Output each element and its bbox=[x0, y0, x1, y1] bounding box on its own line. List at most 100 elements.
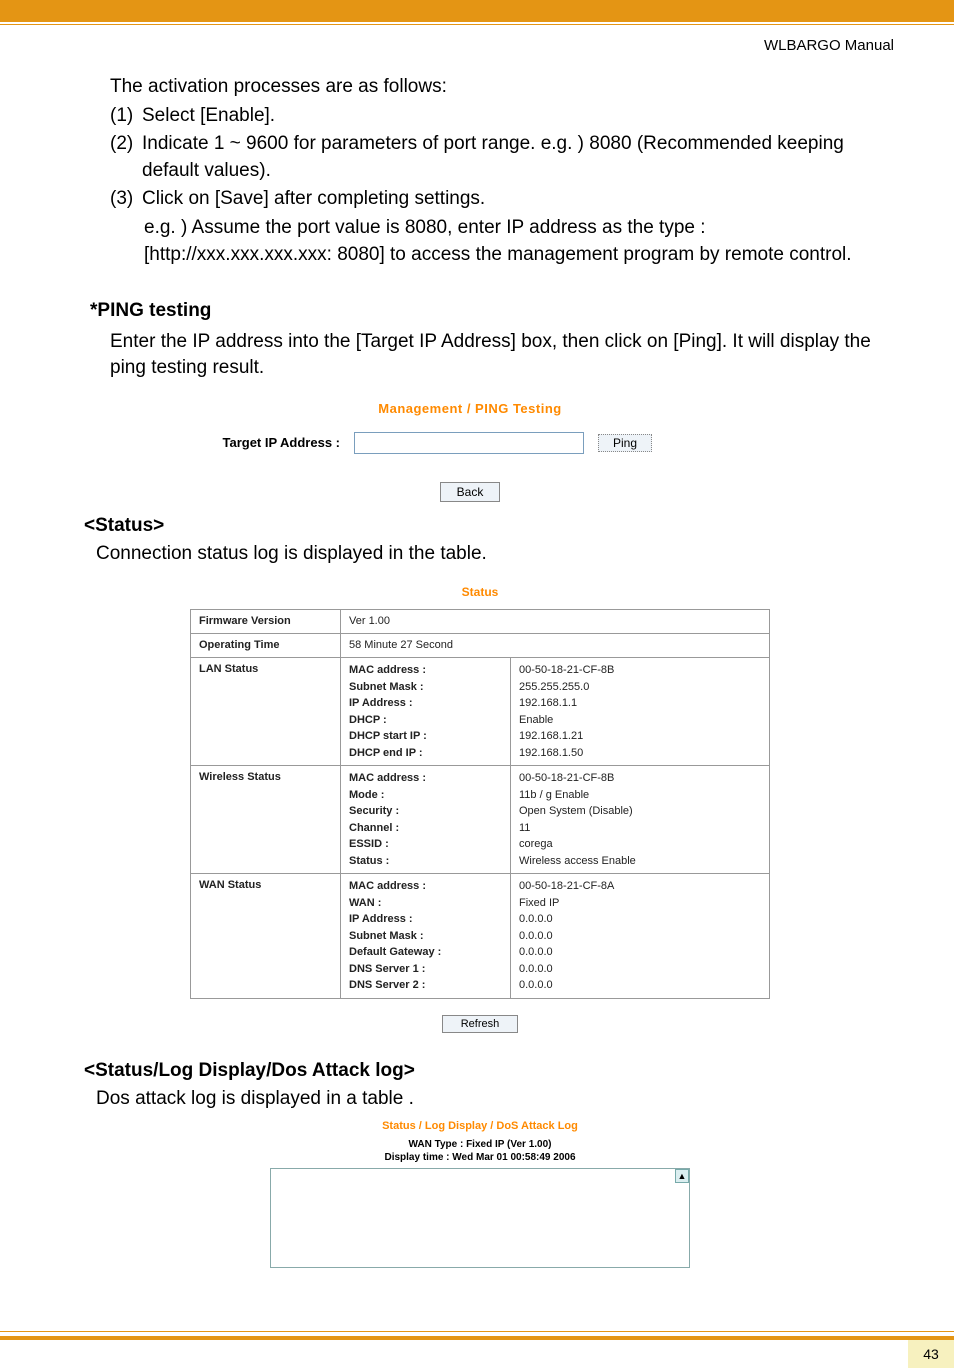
wan-v7: 0.0.0.0 bbox=[519, 977, 761, 994]
dos-desc: Dos attack log is displayed in a table . bbox=[96, 1086, 874, 1113]
ping-row: Target IP Address : Ping bbox=[150, 432, 790, 454]
wlan-vals: 00-50-18-21-CF-8B 11b / g Enable Open Sy… bbox=[511, 766, 770, 874]
wlan-k5: ESSID : bbox=[349, 838, 389, 850]
ping-desc: Enter the IP address into the [Target IP… bbox=[110, 329, 874, 382]
lan-v4: Enable bbox=[519, 712, 761, 729]
dos-meta-2: Display time : Wed Mar 01 00:58:49 2006 bbox=[270, 1151, 690, 1164]
wlan-k6: Status : bbox=[349, 855, 389, 867]
lan-keys: MAC address : Subnet Mask : IP Address :… bbox=[341, 658, 511, 766]
wan-vals: 00-50-18-21-CF-8A Fixed IP 0.0.0.0 0.0.0… bbox=[511, 874, 770, 999]
ping-label: Target IP Address : bbox=[150, 434, 340, 452]
manual-title: WLBARGO Manual bbox=[0, 25, 954, 54]
lan-v3: 192.168.1.1 bbox=[519, 695, 761, 712]
fw-row: Firmware Version Ver 1.00 bbox=[191, 609, 770, 633]
wlan-k2: Mode : bbox=[349, 789, 384, 801]
status-desc: Connection status log is displayed in th… bbox=[96, 541, 874, 568]
step-2: (2) Indicate 1 ~ 9600 for parameters of … bbox=[110, 131, 874, 184]
wlan-keys: MAC address : Mode : Security : Channel … bbox=[341, 766, 511, 874]
page: WLBARGO Manual The activation processes … bbox=[0, 0, 954, 1368]
status-panel: Status Firmware Version Ver 1.00 Operati… bbox=[190, 584, 770, 1036]
lan-k1: MAC address : bbox=[349, 664, 426, 676]
step-3-example: e.g. ) Assume the port value is 8080, en… bbox=[110, 215, 874, 268]
content: The activation processes are as follows:… bbox=[0, 54, 954, 1268]
lan-k6: DHCP end IP : bbox=[349, 747, 423, 759]
top-bar bbox=[0, 0, 954, 22]
steps-list: (1) Select [Enable]. (2) Indicate 1 ~ 96… bbox=[90, 103, 874, 269]
wlan-k4: Channel : bbox=[349, 822, 399, 834]
step-3-text: Click on [Save] after completing setting… bbox=[142, 186, 874, 213]
wlan-k1: MAC address : bbox=[349, 772, 426, 784]
fw-label: Firmware Version bbox=[191, 609, 341, 633]
ping-button[interactable]: Ping bbox=[598, 434, 652, 452]
op-value: 58 Minute 27 Second bbox=[341, 634, 770, 658]
status-heading: <Status> bbox=[84, 513, 874, 540]
dos-title: Status / Log Display / DoS Attack Log bbox=[270, 1119, 690, 1134]
ping-panel: Management / PING Testing Target IP Addr… bbox=[150, 400, 790, 505]
status-title: Status bbox=[190, 584, 770, 601]
status-table: Firmware Version Ver 1.00 Operating Time… bbox=[190, 609, 770, 999]
wan-k7: DNS Server 2 : bbox=[349, 979, 425, 991]
wlan-v4: 11 bbox=[519, 820, 761, 837]
wan-v1: 00-50-18-21-CF-8A bbox=[519, 878, 761, 895]
scroll-up-icon[interactable]: ▲ bbox=[675, 1169, 689, 1183]
op-label: Operating Time bbox=[191, 634, 341, 658]
op-row: Operating Time 58 Minute 27 Second bbox=[191, 634, 770, 658]
page-number: 43 bbox=[908, 1340, 954, 1368]
step-3: (3) Click on [Save] after completing set… bbox=[110, 186, 874, 213]
wan-k1: MAC address : bbox=[349, 880, 426, 892]
wan-label: WAN Status bbox=[191, 874, 341, 999]
lan-v6: 192.168.1.50 bbox=[519, 745, 761, 762]
wan-v5: 0.0.0.0 bbox=[519, 944, 761, 961]
target-ip-input[interactable] bbox=[354, 432, 584, 454]
lan-label: LAN Status bbox=[191, 658, 341, 766]
dos-meta-1: WAN Type : Fixed IP (Ver 1.00) bbox=[270, 1138, 690, 1151]
lan-v5: 192.168.1.21 bbox=[519, 728, 761, 745]
wlan-v2: 11b / g Enable bbox=[519, 787, 761, 804]
wan-k4: Subnet Mask : bbox=[349, 930, 424, 942]
step-1: (1) Select [Enable]. bbox=[110, 103, 874, 130]
dos-heading: <Status/Log Display/Dos Attack log> bbox=[84, 1058, 874, 1085]
fw-value: Ver 1.00 bbox=[341, 609, 770, 633]
ping-title: Management / PING Testing bbox=[150, 400, 790, 418]
refresh-row: Refresh bbox=[190, 1009, 770, 1036]
lan-k3: IP Address : bbox=[349, 697, 413, 709]
lan-vals: 00-50-18-21-CF-8B 255.255.255.0 192.168.… bbox=[511, 658, 770, 766]
footer-rule-thin bbox=[0, 1331, 954, 1332]
wan-keys: MAC address : WAN : IP Address : Subnet … bbox=[341, 874, 511, 999]
step-2-text: Indicate 1 ~ 9600 for parameters of port… bbox=[142, 131, 874, 184]
wan-v3: 0.0.0.0 bbox=[519, 911, 761, 928]
wan-k3: IP Address : bbox=[349, 913, 413, 925]
lan-v1: 00-50-18-21-CF-8B bbox=[519, 662, 761, 679]
wlan-v5: corega bbox=[519, 836, 761, 853]
refresh-button[interactable]: Refresh bbox=[442, 1015, 519, 1033]
back-row: Back bbox=[150, 478, 790, 505]
wlan-k3: Security : bbox=[349, 805, 399, 817]
wan-v4: 0.0.0.0 bbox=[519, 928, 761, 945]
step-2-num: (2) bbox=[110, 131, 142, 184]
wan-v2: Fixed IP bbox=[519, 895, 761, 912]
ping-heading: *PING testing bbox=[90, 298, 874, 325]
dos-meta: WAN Type : Fixed IP (Ver 1.00) Display t… bbox=[270, 1138, 690, 1164]
lan-row: LAN Status MAC address : Subnet Mask : I… bbox=[191, 658, 770, 766]
footer-rule-thick bbox=[0, 1336, 954, 1340]
wan-k5: Default Gateway : bbox=[349, 946, 441, 958]
step-1-num: (1) bbox=[110, 103, 142, 130]
intro-line: The activation processes are as follows: bbox=[110, 74, 874, 101]
back-button[interactable]: Back bbox=[440, 482, 501, 502]
wlan-v3: Open System (Disable) bbox=[519, 803, 761, 820]
dos-panel: Status / Log Display / DoS Attack Log WA… bbox=[270, 1119, 690, 1268]
wan-v6: 0.0.0.0 bbox=[519, 961, 761, 978]
wlan-row: Wireless Status MAC address : Mode : Sec… bbox=[191, 766, 770, 874]
wan-k2: WAN : bbox=[349, 897, 381, 909]
lan-k4: DHCP : bbox=[349, 714, 387, 726]
step-1-text: Select [Enable]. bbox=[142, 103, 874, 130]
lan-k5: DHCP start IP : bbox=[349, 730, 427, 742]
lan-k2: Subnet Mask : bbox=[349, 681, 424, 693]
wan-k6: DNS Server 1 : bbox=[349, 963, 425, 975]
dos-log-area[interactable]: ▲ bbox=[270, 1168, 690, 1268]
wlan-v1: 00-50-18-21-CF-8B bbox=[519, 770, 761, 787]
wlan-label: Wireless Status bbox=[191, 766, 341, 874]
step-3-num: (3) bbox=[110, 186, 142, 213]
lan-v2: 255.255.255.0 bbox=[519, 679, 761, 696]
wlan-v6: Wireless access Enable bbox=[519, 853, 761, 870]
